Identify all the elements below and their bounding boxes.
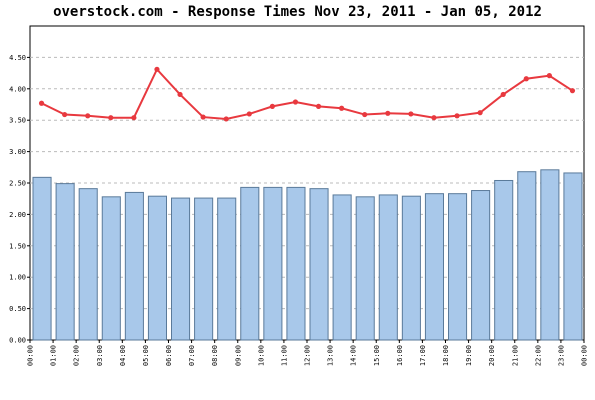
y-tick-label: 3.50 [9,117,26,125]
x-tick-label: 13:00 [327,345,335,366]
bar [448,193,468,341]
x-tick-label: 06:00 [165,345,173,366]
bar [240,186,260,341]
bar [378,194,398,341]
bar [171,197,191,341]
bar [471,190,491,341]
bar [563,172,583,341]
y-tick-label: 1.50 [9,242,26,250]
bar [355,196,375,341]
line-point [292,99,299,105]
x-tick-label: 07:00 [188,345,196,366]
line-point [269,103,275,109]
line-point [339,105,345,111]
bar [332,194,352,341]
line-point [38,100,45,106]
y-tick-label: 0.50 [9,305,26,313]
x-tick-label: 23:00 [557,345,565,366]
line-point [315,103,322,109]
line-point [362,111,368,118]
line-point [62,111,68,118]
bar [55,183,75,341]
x-tick-label: 22:00 [534,345,542,366]
line-point [546,73,552,79]
line-point [477,110,483,116]
x-tick-label: 01:00 [50,345,58,366]
bar [32,176,52,341]
bar [424,193,444,341]
bar [147,195,168,341]
line-point [523,76,529,82]
bar [101,196,121,341]
line-point [85,113,91,119]
line-point [500,91,506,98]
line-point [131,115,137,121]
y-tick-label: 0.00 [9,337,26,345]
x-tick-label: 14:00 [350,345,358,366]
x-tick-label: 09:00 [234,345,242,366]
y-tick-label: 3.00 [9,148,26,156]
x-tick-label: 00:00 [581,345,589,366]
bar [263,186,283,341]
x-tick-label: 02:00 [73,345,81,366]
line-point [454,113,460,119]
x-tick-label: 19:00 [465,345,473,366]
bar [78,188,98,341]
x-tick-label: 03:00 [96,345,104,366]
x-tick-label: 12:00 [304,345,312,366]
x-tick-label: 08:00 [211,345,219,366]
x-tick-label: 21:00 [511,345,519,366]
x-tick-label: 11:00 [280,345,288,366]
line-point [177,91,183,98]
response-time-line [41,67,574,120]
x-tick-label: 17:00 [419,345,427,366]
bar [217,197,237,341]
bar [124,191,144,341]
bar [494,179,514,341]
line-point [569,88,576,94]
x-tick-label: 16:00 [396,345,404,366]
x-tick-label: 20:00 [488,345,496,366]
x-tick-label: 00:00 [27,345,35,366]
line-point [154,66,160,72]
x-tick-label: 15:00 [373,345,381,366]
line-point [200,114,206,120]
x-tick-label: 10:00 [257,345,265,366]
bar [194,197,214,341]
chart-title: overstock.com - Response Times Nov 23, 2… [53,4,542,20]
line-point [108,115,114,121]
line-point [385,110,391,116]
line-point [431,115,437,121]
bar [517,171,537,341]
line-point [223,116,229,122]
y-tick-label: 2.50 [9,180,26,188]
line-point [246,111,252,117]
bar [286,186,306,341]
line-point [408,111,414,117]
bar [309,188,329,341]
x-tick-label: 04:00 [119,345,127,366]
bar [540,169,560,341]
y-tick-label: 1.00 [9,274,26,282]
y-tick-label: 4.00 [9,85,26,93]
bar [401,195,421,341]
x-tick-label: 18:00 [442,345,450,366]
y-tick-label: 2.00 [9,211,26,219]
y-tick-label: 4.50 [9,54,26,62]
x-tick-label: 05:00 [142,345,150,366]
